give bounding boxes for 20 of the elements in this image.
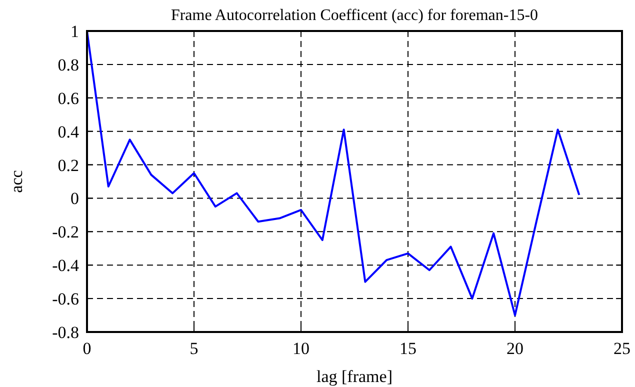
y-tick-label: -0.6 <box>52 290 79 309</box>
y-tick-label: 0 <box>70 189 79 208</box>
y-tick-label: 0.8 <box>58 55 79 74</box>
x-tick-label: 0 <box>82 339 92 358</box>
line-series <box>86 30 580 316</box>
x-tick-label: 20 <box>506 339 524 358</box>
y-tick-label: 1 <box>70 22 79 41</box>
y-axis-title: acc <box>7 170 26 193</box>
y-tick-label: -0.4 <box>52 256 80 276</box>
x-tick-label: 15 <box>400 339 416 358</box>
y-tick-label: 0.6 <box>58 88 79 108</box>
y-tick-label: 0.2 <box>58 156 79 175</box>
y-tick-label: -0.8 <box>52 323 79 342</box>
x-tick-label: 5 <box>190 339 198 358</box>
x-axis-title: lag [frame] <box>316 367 392 386</box>
y-tick-label: 0.4 <box>58 122 80 142</box>
y-tick-label: -0.2 <box>52 222 79 242</box>
x-tick-label: 25 <box>614 339 630 358</box>
chart-title: Frame Autocorrelation Coefficent (acc) for foreman-15-0 <box>170 7 538 24</box>
x-tick-label: 10 <box>292 339 310 358</box>
